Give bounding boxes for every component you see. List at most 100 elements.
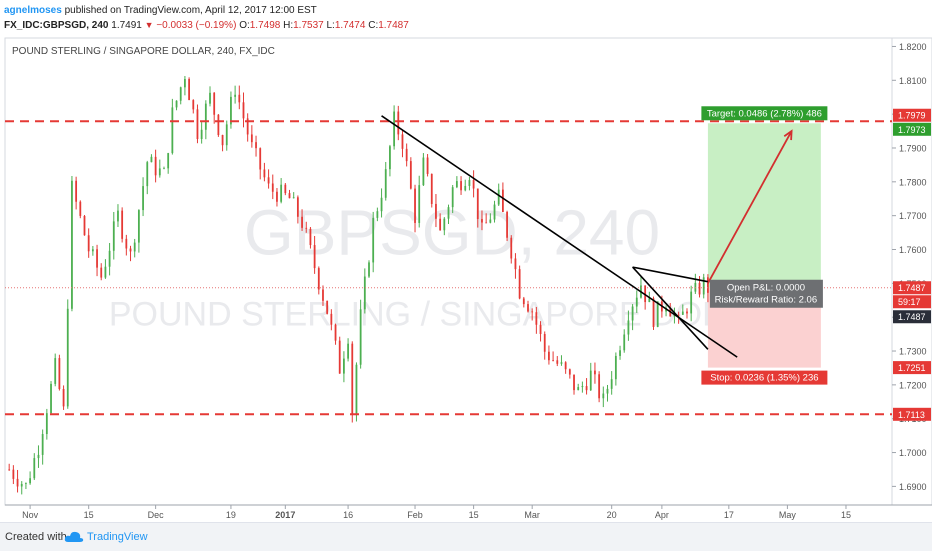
candle-body [510,237,513,259]
x-tick-label: 17 [724,510,734,520]
watermark-symbol: GBPSGD, 240 [244,197,660,269]
candle-body [430,173,433,204]
candle-body [296,197,299,217]
candle-body [422,157,425,186]
candle-body [355,364,358,416]
y-tick-label: 1.7800 [899,177,927,187]
high-value: 1.7537 [293,20,324,31]
candle-body [250,134,253,143]
candle-body [372,217,375,263]
y-tick-label: 1.7000 [899,448,927,458]
candle-body [631,306,634,321]
price-axis-label: 59:17 [898,297,921,307]
risk-reward-label: Risk/Reward Ratio: 2.06 [715,295,817,306]
candle-body [91,249,94,252]
candle-body [527,304,529,312]
candle-body [305,227,308,229]
tradingview-link[interactable]: TradingView [87,531,148,543]
candle-body [606,388,609,394]
candle-body [25,483,27,484]
candle-body [464,185,467,191]
publish-line: agnelmoses published on TradingView.com,… [4,5,317,16]
candle-body [401,134,404,149]
price-axis-label: 1.7979 [898,111,926,121]
candle-body [635,297,638,307]
price-axis-label-box [893,361,931,375]
candle-body [707,277,709,293]
x-tick-label: 20 [607,510,617,520]
candle-body [522,298,525,305]
x-tick-label: Mar [524,510,540,520]
candle-body [698,282,701,295]
price-axis-label-box [893,310,931,324]
low-value: 1.7474 [334,20,366,31]
candle-body [497,189,500,205]
price-chart[interactable]: GBPSGD, 240 POUND STERLING / SINGAPORE DO… [0,36,932,522]
stop-label: Stop: 0.0236 (1.35%) 236 [710,373,818,384]
candle-body [71,180,73,309]
candle-body [418,185,421,223]
author-link[interactable]: agnelmoses [4,5,62,16]
target-zone[interactable] [707,123,821,288]
candle-body [50,383,52,414]
close-value: 1.7487 [378,20,409,31]
close-label: C: [368,20,379,31]
candle-body [677,314,680,316]
candle-body [146,162,149,187]
target-arrow-head-icon [783,129,793,141]
candle-body [552,360,554,362]
candle-body [87,235,90,252]
candle-body [359,309,362,365]
candle-body [288,193,291,199]
target-label-box[interactable] [701,106,828,121]
candle-body [62,388,65,407]
target-arrow-line[interactable] [707,130,793,284]
price-axis[interactable] [891,37,932,506]
candle-body [196,109,199,139]
candle-body [589,370,592,391]
candle-body [12,469,15,479]
candle-body [564,362,567,370]
candle-body [397,111,400,135]
candle-body [121,210,124,239]
price-axis-label-box [893,295,931,309]
candle-body [284,184,287,194]
x-tick-label: Apr [655,510,669,520]
trendline[interactable] [632,266,709,350]
candle-body [414,188,416,223]
candle-body [150,156,153,163]
candle-body [179,87,182,101]
candle-body [389,146,391,170]
candle-body [531,311,534,313]
candle-body [41,434,44,455]
candle-body [167,153,170,169]
stop-label-box[interactable] [701,370,828,385]
watermark-name: POUND STERLING / SINGAPORE DOLLAR [109,296,787,334]
candle-body [363,276,366,310]
x-tick-label: Feb [407,510,423,520]
candle-body [16,478,19,487]
x-tick-label: May [779,510,797,520]
candle-body [58,358,61,389]
candle-body [690,291,693,314]
candle-body [317,268,320,290]
candle-body [468,180,471,186]
candle-body [485,222,488,224]
candle-body [209,92,211,104]
y-tick-label: 1.7700 [899,211,927,221]
candle-body [472,180,475,189]
chart-header: agnelmoses published on TradingView.com,… [4,2,904,38]
y-tick-label: 1.8100 [899,76,927,86]
candle-body [619,350,621,356]
candle-body [435,203,437,219]
candle-body [301,216,303,228]
candle-body [158,168,161,176]
trendline[interactable] [632,266,709,283]
candle-body [129,248,132,252]
candle-body [37,454,40,459]
change-value: −0.0033 (−0.19%) [156,20,237,31]
candle-body [83,215,86,236]
candle-body [66,308,69,407]
candle-body [255,142,257,149]
price-axis-label: 1.7973 [898,125,926,135]
